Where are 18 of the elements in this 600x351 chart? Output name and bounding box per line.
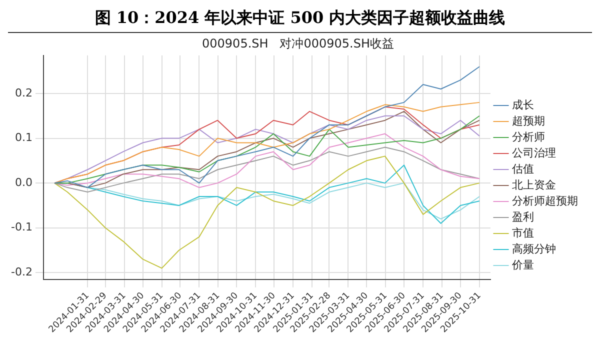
legend-label: 盈利 [512,210,534,224]
chart-subtitle: 000905.SH 对冲000905.SH收益 [202,36,394,50]
legend-label: 北上资金 [512,178,556,192]
y-tick-label: 0.1 [14,131,32,144]
legend-label: 高频分钟 [512,242,556,256]
legend-label: 超预期 [512,114,545,128]
legend-label: 成长 [512,98,534,112]
legend-label: 分析师超预期 [512,194,578,208]
legend-label: 价量 [511,258,534,272]
y-tick-label: 0.0 [14,176,32,189]
legend-label: 市值 [512,226,534,240]
chart-title: 图 10：2024 年以来中证 500 内大类因子超额收益曲线 [8,8,592,33]
y-tick-label: -0.1 [10,220,32,234]
legend-label: 分析师 [512,130,545,144]
y-tick-label: -0.2 [10,266,32,279]
y-tick-label: 0.2 [14,86,32,100]
legend-label: 估值 [512,162,534,176]
legend-label: 公司治理 [512,146,556,160]
